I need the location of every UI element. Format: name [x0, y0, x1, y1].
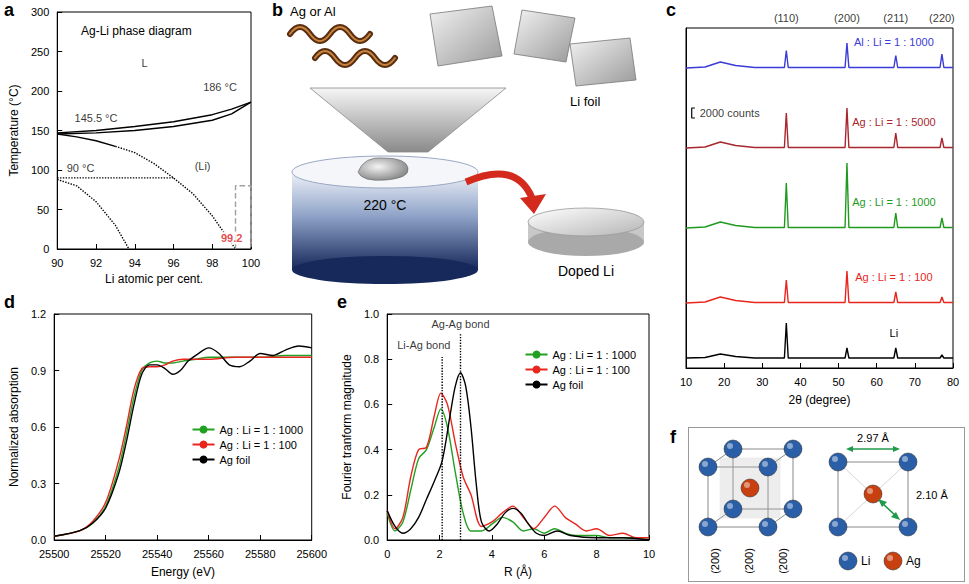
svg-text:Fourier tranform magnitude: Fourier tranform magnitude	[340, 354, 354, 500]
svg-text:0.6: 0.6	[31, 421, 46, 433]
svg-text:25520: 25520	[90, 548, 121, 560]
svg-text:0.6: 0.6	[364, 398, 379, 410]
svg-text:0: 0	[43, 243, 49, 255]
svg-text:(110): (110)	[774, 12, 799, 24]
svg-text:98: 98	[206, 257, 218, 269]
svg-text:250: 250	[31, 46, 49, 58]
svg-text:94: 94	[129, 257, 141, 269]
svg-text:2.10 Å: 2.10 Å	[916, 489, 948, 501]
svg-text:Doped Li: Doped Li	[558, 263, 614, 279]
svg-text:(Li): (Li)	[195, 160, 211, 172]
svg-text:R (Å): R (Å)	[504, 564, 532, 579]
svg-text:0.8: 0.8	[364, 353, 379, 365]
svg-text:(200): (200)	[709, 548, 721, 574]
svg-text:0.2: 0.2	[364, 489, 379, 501]
svg-text:Al : Li = 1 : 1000: Al : Li = 1 : 1000	[854, 36, 934, 48]
svg-text:99.2: 99.2	[221, 232, 242, 244]
svg-text:Ag : Li = 1 : 1000: Ag : Li = 1 : 1000	[852, 196, 935, 208]
svg-text:50: 50	[832, 376, 844, 388]
svg-text:Ag : Li = 1 : 100: Ag : Li = 1 : 100	[855, 271, 932, 283]
svg-text:10: 10	[643, 548, 655, 560]
svg-text:Li foil: Li foil	[570, 94, 600, 109]
html-text:c: c	[666, 0, 676, 20]
svg-text:Li atomic per cent.: Li atomic per cent.	[105, 272, 203, 286]
svg-text:100: 100	[31, 164, 49, 176]
svg-text:60: 60	[871, 376, 883, 388]
svg-text:0.0: 0.0	[31, 534, 46, 546]
svg-text:25600: 25600	[296, 548, 327, 560]
svg-text:25560: 25560	[193, 548, 224, 560]
svg-text:220 °C: 220 °C	[364, 197, 407, 213]
svg-text:Ag : Li = 1 : 1000: Ag : Li = 1 : 1000	[553, 349, 636, 361]
svg-text:30: 30	[756, 376, 768, 388]
svg-text:70: 70	[909, 376, 921, 388]
svg-text:20: 20	[718, 376, 730, 388]
svg-text:80: 80	[947, 376, 959, 388]
svg-text:0.9: 0.9	[31, 365, 46, 377]
html-text:e: e	[337, 292, 347, 312]
svg-text:Ag foil: Ag foil	[220, 454, 251, 466]
svg-text:2θ (degree): 2θ (degree)	[788, 393, 850, 407]
svg-text:200: 200	[31, 85, 49, 97]
svg-text:Ag: Ag	[906, 554, 921, 568]
svg-text:Ag : Li = 1 : 1000: Ag : Li = 1 : 1000	[220, 424, 303, 436]
svg-text:0: 0	[384, 548, 390, 560]
svg-text:25540: 25540	[142, 548, 173, 560]
svg-text:(200): (200)	[777, 548, 789, 574]
svg-text:8: 8	[594, 548, 600, 560]
svg-text:Ag : Li = 1 : 100: Ag : Li = 1 : 100	[553, 364, 630, 376]
svg-text:Temperature (°C): Temperature (°C)	[7, 84, 21, 176]
html-text:f: f	[670, 427, 676, 447]
svg-text:90: 90	[51, 257, 63, 269]
html-text:b: b	[272, 0, 283, 20]
svg-text:2000 counts: 2000 counts	[700, 107, 760, 119]
svg-text:Ag foil: Ag foil	[553, 379, 584, 391]
svg-text:0.4: 0.4	[364, 444, 379, 456]
svg-text:96: 96	[167, 257, 179, 269]
svg-text:Li-Ag bond: Li-Ag bond	[397, 339, 450, 351]
svg-text:L: L	[141, 57, 147, 69]
svg-text:Ag-Li phase diagram: Ag-Li phase diagram	[81, 24, 192, 38]
svg-text:2.97 Å: 2.97 Å	[857, 432, 889, 444]
svg-text:92: 92	[90, 257, 102, 269]
svg-text:Energy (eV): Energy (eV)	[151, 565, 215, 579]
html-text:d: d	[4, 292, 15, 312]
svg-text:90 °C: 90 °C	[67, 162, 95, 174]
svg-text:300: 300	[31, 6, 49, 18]
svg-text:6: 6	[541, 548, 547, 560]
svg-text:150: 150	[31, 125, 49, 137]
svg-text:25580: 25580	[245, 548, 276, 560]
svg-text:40: 40	[794, 376, 806, 388]
svg-text:4: 4	[489, 548, 495, 560]
svg-text:50: 50	[37, 204, 49, 216]
svg-text:(200): (200)	[834, 12, 860, 24]
svg-text:Ag or Al: Ag or Al	[290, 4, 336, 19]
svg-text:0.0: 0.0	[364, 534, 379, 546]
svg-text:145.5 °C: 145.5 °C	[75, 112, 118, 124]
svg-text:Normalized absorption: Normalized absorption	[7, 367, 21, 487]
svg-text:100: 100	[242, 257, 260, 269]
svg-text:Li: Li	[861, 554, 870, 568]
svg-text:25500: 25500	[39, 548, 70, 560]
svg-text:Ag : Li = 1 : 100: Ag : Li = 1 : 100	[220, 439, 297, 451]
svg-text:1.2: 1.2	[31, 308, 46, 320]
svg-text:186 °C: 186 °C	[203, 81, 237, 93]
html-text:a: a	[4, 0, 14, 20]
svg-text:(220): (220)	[929, 12, 955, 24]
svg-text:2: 2	[436, 548, 442, 560]
svg-text:10: 10	[680, 376, 692, 388]
svg-text:(200): (200)	[743, 548, 755, 574]
svg-text:Ag : Li = 1 : 5000: Ag : Li = 1 : 5000	[852, 116, 935, 128]
svg-text:0.3: 0.3	[31, 478, 46, 490]
svg-text:1.0: 1.0	[364, 308, 379, 320]
svg-text:(211): (211)	[883, 12, 908, 24]
svg-text:Ag-Ag bond: Ag-Ag bond	[431, 318, 489, 330]
svg-text:Li: Li	[890, 327, 899, 339]
